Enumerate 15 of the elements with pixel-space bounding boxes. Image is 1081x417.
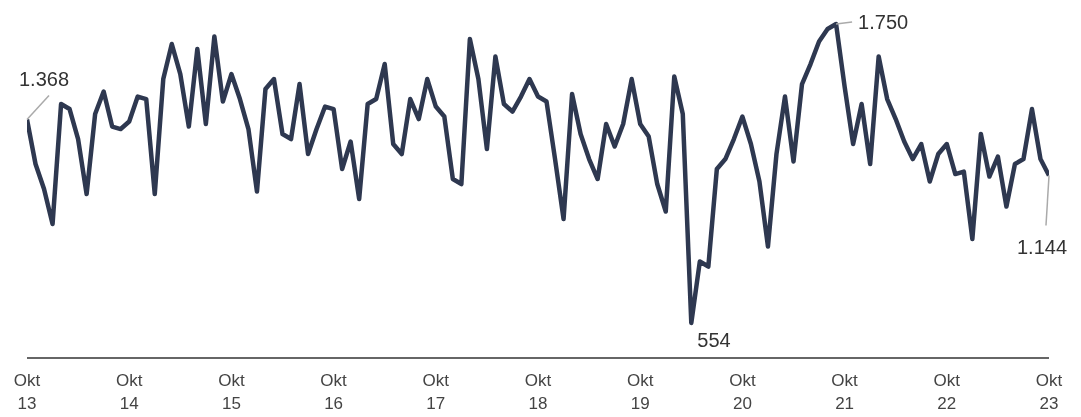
- x-tick-label: Okt 13: [13, 371, 41, 413]
- x-tick-label: Okt 23: [1035, 371, 1063, 413]
- x-tick-label: Okt 22: [933, 371, 961, 413]
- data-label: 1.144: [1017, 235, 1068, 258]
- x-tick-label: Okt 21: [831, 371, 859, 413]
- x-tick-label: Okt 19: [626, 371, 654, 413]
- x-tick-label: Okt 15: [218, 371, 245, 413]
- data-label: 1.750: [858, 11, 909, 34]
- x-tick-label: Okt 18: [524, 371, 552, 413]
- x-tick-label: Okt 17: [422, 371, 450, 413]
- x-tick-label: Okt 16: [320, 371, 348, 413]
- x-tick-label: Okt 20: [729, 371, 756, 413]
- data-label: 1.368: [19, 67, 70, 90]
- data-label: 554: [697, 329, 731, 352]
- x-tick-label: Okt 14: [115, 371, 143, 413]
